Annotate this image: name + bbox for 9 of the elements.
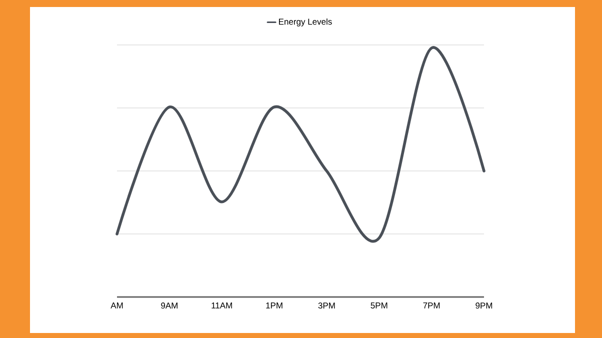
x-tick-label: AM — [110, 302, 123, 308]
x-tick-label: 3PM — [318, 302, 335, 309]
x-tick-label: 5PM — [370, 302, 388, 308]
x-tick-label: 9PM — [476, 302, 492, 309]
x-tick-label: 1PM — [266, 302, 282, 308]
legend-label: Energy Levels — [279, 18, 332, 26]
x-tick-label: 11AM — [212, 302, 232, 308]
x-tick-label: 9AM — [161, 302, 178, 309]
x-tick-label: 7PM — [423, 302, 440, 308]
